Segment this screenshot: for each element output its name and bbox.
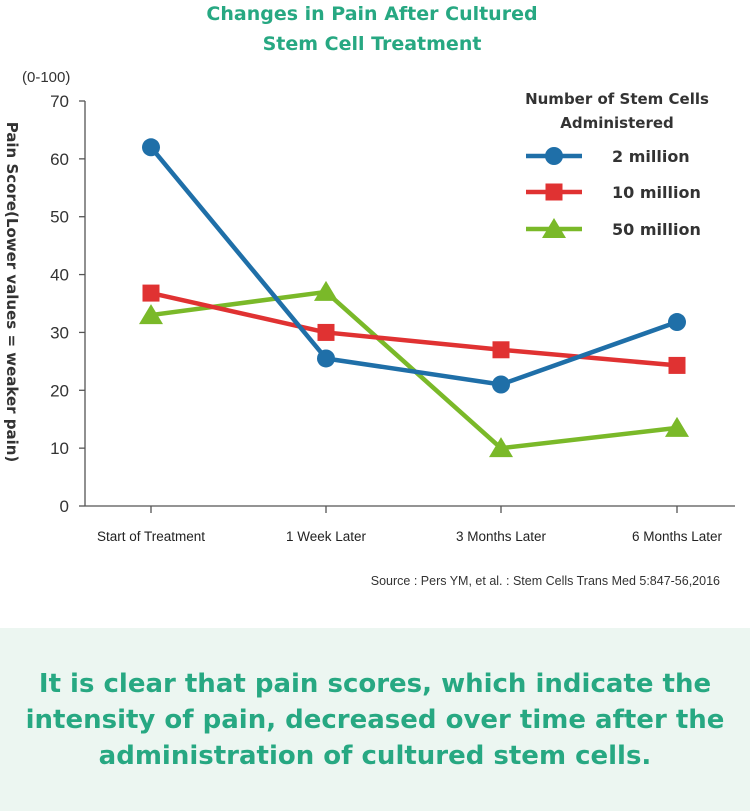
legend-title-line-1: Number of Stem Cells (525, 90, 709, 108)
x-tick-label: 6 Months Later (632, 529, 723, 544)
y-tick-label: 10 (50, 439, 69, 458)
pain-score-chart: Changes in Pain After Cultured Stem Cell… (3, 3, 735, 588)
series-1 (142, 284, 686, 374)
x-tick-label: 3 Months Later (456, 529, 547, 544)
data-point (492, 375, 510, 394)
data-point (142, 138, 160, 157)
data-point (139, 304, 163, 325)
legend-label: 50 million (612, 220, 701, 239)
series-line (149, 145, 678, 387)
y-ticks: 0 10 20 30 40 50 60 70 (50, 92, 85, 516)
axes (84, 101, 735, 507)
series-layer (139, 138, 689, 458)
data-point (317, 349, 335, 368)
source-citation: Source : Pers YM, et al. : Stem Cells Tr… (371, 574, 720, 588)
data-point (665, 416, 689, 437)
legend: Number of Stem Cells Administered 2 mill… (525, 90, 709, 239)
y-tick-label: 40 (50, 266, 69, 285)
data-point (668, 313, 686, 332)
legend-item: 50 million (526, 218, 701, 239)
x-tick-label: Start of Treatment (97, 529, 205, 544)
series-line (150, 290, 678, 368)
y-tick-label: 60 (50, 150, 69, 169)
legend-label: 2 million (612, 147, 690, 166)
data-point (317, 323, 335, 341)
legend-item: 2 million (526, 147, 690, 166)
legend-marker (545, 147, 563, 165)
conclusion-box: It is clear that pain scores, which indi… (0, 628, 750, 811)
y-axis-label: Pain Score(Lower values = weaker pain) (3, 122, 21, 463)
y-tick-label: 0 (60, 497, 69, 516)
legend-marker (545, 183, 563, 201)
y-tick-label: 20 (50, 381, 69, 400)
legend-label: 10 million (612, 183, 701, 202)
series-0 (142, 138, 686, 394)
chart-title-line-2: Stem Cell Treatment (263, 33, 482, 55)
conclusion-text: It is clear that pain scores, which indi… (25, 668, 725, 771)
legend-items: 2 million 10 million 50 million (526, 147, 701, 239)
legend-title-line-2: Administered (560, 114, 674, 132)
y-axis-unit: (0-100) (22, 69, 70, 86)
legend-marker (542, 218, 566, 238)
y-tick-label: 50 (50, 208, 69, 227)
data-point (142, 284, 160, 302)
x-ticks: Start of Treatment 1 Week Later 3 Months L… (97, 506, 723, 544)
x-tick-label: 1 Week Later (286, 529, 367, 544)
y-tick-label: 30 (50, 323, 69, 342)
chart-title-line-1: Changes in Pain After Cultured (206, 3, 537, 25)
data-point (492, 341, 510, 359)
data-point (668, 356, 686, 374)
y-tick-label: 70 (50, 92, 69, 111)
legend-item: 10 million (526, 183, 701, 202)
data-point (489, 437, 513, 458)
data-point (314, 280, 338, 301)
